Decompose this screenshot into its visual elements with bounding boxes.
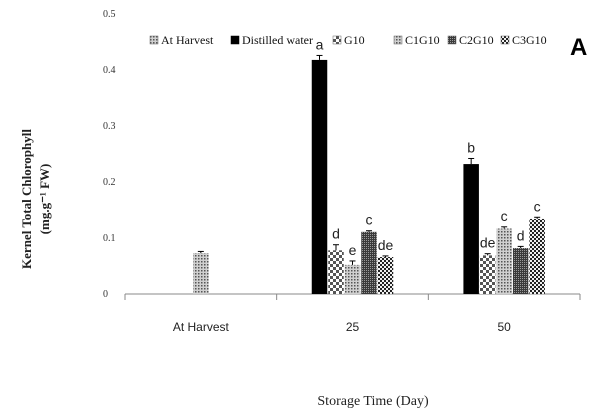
- significance-label: c: [366, 212, 373, 228]
- y-tick-label: 0.1: [103, 233, 116, 244]
- bar: [529, 218, 545, 294]
- y-axis: 0 0.1 0.2 0.3 0.4 0.5: [103, 9, 116, 300]
- panel-label: A: [570, 34, 587, 61]
- legend: At Harvest Distilled water G10 C1G10 C2G10 C3…: [149, 33, 547, 47]
- legend-swatch: [447, 35, 457, 45]
- legend-swatch: [149, 35, 159, 45]
- legend-entry: C3G10: [512, 33, 547, 47]
- y-axis-label-line2: (mg.g⁻¹ FW): [37, 164, 52, 235]
- y-tick-label: 0.3: [103, 121, 116, 132]
- bar: [463, 164, 479, 294]
- x-tick-label: 25: [346, 320, 360, 334]
- significance-label: de: [378, 237, 394, 253]
- x-tick-label: At Harvest: [173, 320, 230, 334]
- legend-entry: Distilled water: [242, 33, 313, 47]
- legend-swatch: [393, 35, 403, 45]
- legend-swatch: [500, 35, 510, 45]
- y-tick-label: 0.5: [103, 9, 116, 20]
- bar: [193, 253, 209, 294]
- bar: [377, 257, 394, 294]
- significance-label: c: [501, 208, 508, 224]
- bar: [361, 231, 377, 294]
- bar: [344, 264, 361, 294]
- significance-label: e: [349, 242, 357, 258]
- legend-swatch: [332, 35, 342, 45]
- x-tick-label: 50: [497, 320, 511, 334]
- x-axis: At Harvest 25 50: [124, 293, 581, 334]
- legend-entry: G10: [344, 33, 365, 47]
- bar: [496, 228, 512, 294]
- y-axis-label-line1: Kernel Total Chlorophyll: [19, 129, 34, 269]
- bar: [328, 250, 344, 294]
- bar: [512, 248, 529, 294]
- significance-label: c: [534, 198, 541, 214]
- legend-swatch: [230, 35, 240, 45]
- bar: [311, 59, 328, 294]
- legend-entry: C1G10: [405, 33, 440, 47]
- significance-label: d: [517, 227, 525, 243]
- significance-label: a: [316, 36, 324, 52]
- y-tick-label: 0.4: [103, 65, 116, 76]
- y-tick-label: 0.2: [103, 177, 116, 188]
- significance-label: d: [332, 226, 340, 242]
- x-axis-label: Storage Time (Day): [317, 394, 429, 409]
- y-tick-label: 0: [103, 289, 108, 300]
- significance-label: de: [480, 235, 496, 251]
- legend-entry: At Harvest: [161, 33, 214, 47]
- legend-entry: C2G10: [459, 33, 494, 47]
- significance-label: b: [467, 139, 475, 155]
- bar: [479, 255, 496, 294]
